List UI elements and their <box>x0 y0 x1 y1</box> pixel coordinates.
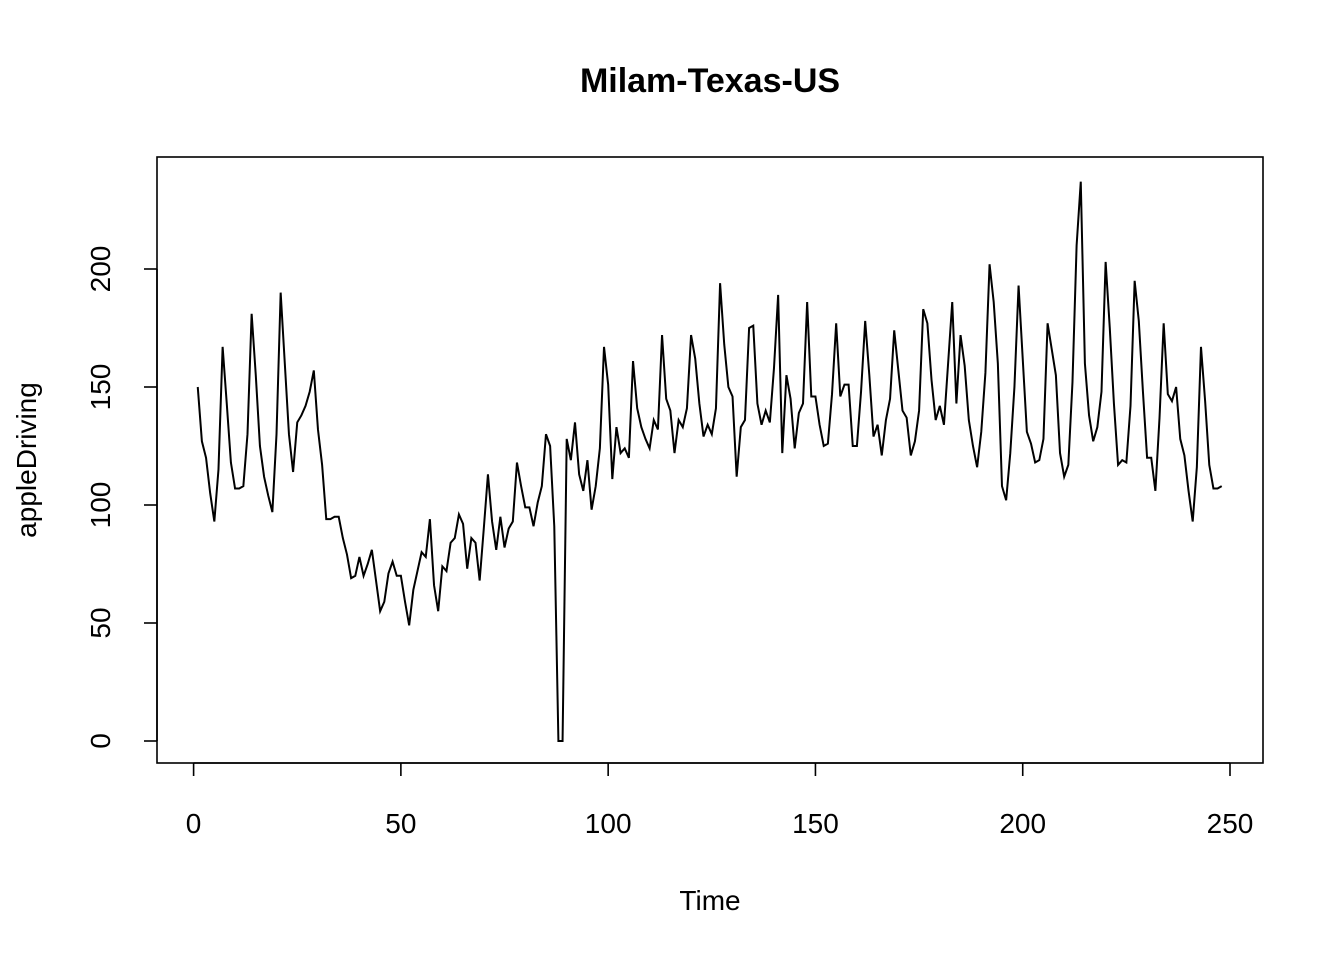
x-tick-label: 100 <box>585 808 632 839</box>
x-tick-label: 150 <box>792 808 839 839</box>
x-tick-label: 200 <box>999 808 1046 839</box>
x-tick-label: 250 <box>1207 808 1254 839</box>
x-axis-label: Time <box>679 885 740 916</box>
y-tick-label: 100 <box>85 482 116 529</box>
y-tick-label: 50 <box>85 607 116 638</box>
x-tick-label: 50 <box>385 808 416 839</box>
series-layer <box>196 181 1223 742</box>
series-line <box>196 181 1223 742</box>
y-tick-label: 200 <box>85 246 116 293</box>
plot-frame <box>156 156 1264 764</box>
y-axis-label: appleDriving <box>11 382 42 538</box>
y-tick-label: 0 <box>85 733 116 749</box>
chart-title: Milam-Texas-US <box>580 62 840 100</box>
y-tick-label: 150 <box>85 364 116 411</box>
x-axis: 0 50 100 150 200 250 <box>186 762 1254 839</box>
x-tick-label: 0 <box>186 808 202 839</box>
y-axis: 0 50 100 150 200 <box>85 246 158 749</box>
